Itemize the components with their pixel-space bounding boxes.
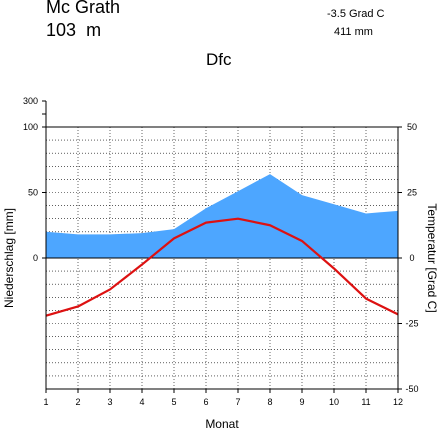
x-tick-label: 6 xyxy=(203,397,208,407)
x-tick-label: 4 xyxy=(139,397,144,407)
right-tick-label: -25 xyxy=(405,319,418,329)
x-tick-label: 11 xyxy=(361,397,370,407)
x-tick-label: 1 xyxy=(43,397,48,407)
left-tick-label: 50 xyxy=(28,188,38,198)
right-tick-label: 0 xyxy=(409,253,414,263)
x-tick-label: 3 xyxy=(107,397,112,407)
right-tick-label: 50 xyxy=(407,122,417,132)
x-tick-label: 2 xyxy=(75,397,80,407)
temperature-polyline xyxy=(45,217,399,317)
annual-precipitation: 411 mm xyxy=(334,26,373,38)
left-tick-label: 100 xyxy=(23,122,38,132)
right-axis-ticks: 50 25 0 -25 -50 xyxy=(398,122,419,394)
x-tick-label: 10 xyxy=(329,397,339,407)
x-tick-label: 7 xyxy=(235,397,240,407)
right-axis-label: Temperatur [Grad C] xyxy=(425,203,439,312)
climate-classification: Dfc xyxy=(206,50,232,69)
temperature-line xyxy=(45,217,399,317)
elevation-unit: m xyxy=(86,20,102,40)
x-axis-ticks: 1 2 3 4 5 6 7 8 9 10 11 12 xyxy=(43,389,403,407)
precipitation-area-shape xyxy=(46,174,398,258)
x-tick-label: 8 xyxy=(267,397,272,407)
left-tick-label: 300 xyxy=(23,96,38,106)
right-tick-label: 25 xyxy=(407,188,417,198)
elevation-value: 103 xyxy=(46,20,77,40)
precipitation-area xyxy=(46,174,398,258)
average-temperature: -3.5 Grad C xyxy=(327,8,385,20)
x-tick-label: 5 xyxy=(171,397,176,407)
left-axis-ticks: 300 100 50 0 xyxy=(23,96,47,263)
station-elevation: 103 m xyxy=(46,20,101,41)
left-axis-label: Niederschlag [mm] xyxy=(2,208,16,308)
right-tick-label: -50 xyxy=(405,384,418,394)
x-tick-label: 9 xyxy=(299,397,304,407)
x-axis-label: Monat xyxy=(205,417,239,430)
station-name: Mc Grath xyxy=(46,0,121,17)
left-tick-label: 0 xyxy=(33,253,38,263)
x-tick-label: 12 xyxy=(393,397,403,407)
